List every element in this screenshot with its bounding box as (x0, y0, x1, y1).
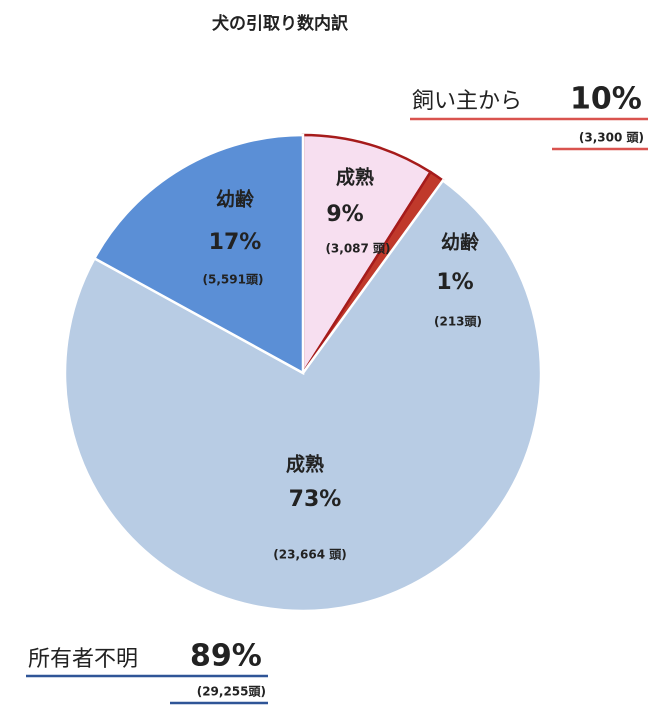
group-percent: 10% (570, 82, 642, 117)
group-label: 所有者不明 (28, 647, 138, 672)
slice-count: (213頭) (434, 315, 482, 329)
slice-percent: 17% (209, 230, 262, 255)
chart-title: 犬の引取り数内訳 (212, 13, 349, 34)
slice-name: 成熟 (336, 166, 374, 189)
pie-slice (63, 178, 543, 613)
slice-percent: 1% (436, 270, 473, 295)
pie-slice (301, 133, 433, 378)
pie-slice (92, 133, 305, 376)
group-count: (29,255頭) (197, 685, 266, 699)
slice-count: (3,087 頭) (325, 242, 390, 256)
slice-percent: 9% (326, 202, 363, 227)
group-label: 飼い主から (412, 89, 522, 114)
slice-name: 成熟 (286, 453, 324, 476)
group-percent: 89% (190, 639, 262, 674)
slice-percent: 73% (289, 487, 342, 512)
slice-name: 幼齢 (216, 188, 255, 211)
slice-count: (5,591頭) (203, 273, 264, 287)
group-count: (3,300 頭) (579, 131, 644, 145)
slice-count: (23,664 頭) (273, 548, 346, 562)
slice-name: 幼齢 (441, 231, 480, 254)
